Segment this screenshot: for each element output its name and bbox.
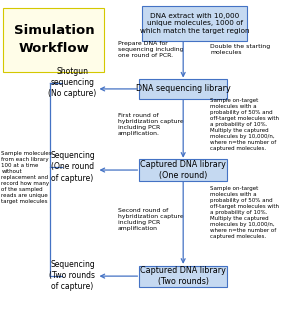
Text: Shotgun
sequencing
(No capture): Shotgun sequencing (No capture) bbox=[48, 67, 97, 98]
Text: Sample on-target
molecules with a
probability of 50% and
off-target molecules wi: Sample on-target molecules with a probab… bbox=[210, 98, 279, 151]
FancyBboxPatch shape bbox=[142, 6, 247, 41]
Text: Captured DNA library
(Two rounds): Captured DNA library (Two rounds) bbox=[140, 266, 226, 286]
FancyBboxPatch shape bbox=[139, 266, 227, 287]
FancyBboxPatch shape bbox=[3, 8, 104, 72]
Text: DNA sequencing library: DNA sequencing library bbox=[136, 85, 231, 93]
Text: Sequencing
(One round
of capture): Sequencing (One round of capture) bbox=[50, 151, 95, 183]
Text: Sample molecules
from each library
100 at a time
without
replacement and
record : Sample molecules from each library 100 a… bbox=[1, 151, 52, 204]
Text: Double the starting
molecules: Double the starting molecules bbox=[210, 44, 270, 56]
Text: Simulation
Workflow: Simulation Workflow bbox=[14, 24, 94, 56]
Text: Captured DNA library
(One round): Captured DNA library (One round) bbox=[140, 160, 226, 180]
Text: Sample on-target
molecules with a
probability of 50% and
off-target molecules wi: Sample on-target molecules with a probab… bbox=[210, 186, 279, 239]
FancyBboxPatch shape bbox=[139, 159, 227, 181]
Text: DNA extract with 10,000
unique molecules, 1000 of
which match the target region: DNA extract with 10,000 unique molecules… bbox=[140, 13, 249, 34]
Text: Sequencing
(Two rounds
of capture): Sequencing (Two rounds of capture) bbox=[49, 260, 95, 291]
Text: Second round of
hybridization capture
including PCR
amplification: Second round of hybridization capture in… bbox=[118, 208, 184, 232]
Text: Prepare DNA for
sequencing including
one round of PCR.: Prepare DNA for sequencing including one… bbox=[118, 41, 183, 58]
FancyBboxPatch shape bbox=[139, 79, 227, 99]
Text: First round of
hybridization capture
including PCR
amplification.: First round of hybridization capture inc… bbox=[118, 113, 184, 136]
